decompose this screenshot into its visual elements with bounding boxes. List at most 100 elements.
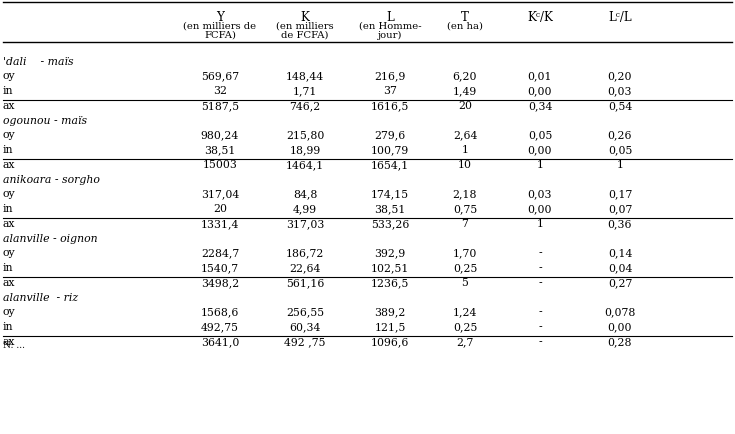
- Text: 492 ,75: 492 ,75: [284, 336, 326, 346]
- Text: ax: ax: [3, 160, 15, 170]
- Text: 5187,5: 5187,5: [201, 101, 239, 111]
- Text: alanville  - riz: alanville - riz: [3, 293, 78, 302]
- Text: 0,26: 0,26: [608, 130, 632, 140]
- Text: 389,2: 389,2: [374, 306, 406, 316]
- Text: 0,25: 0,25: [453, 263, 477, 273]
- Text: 1,49: 1,49: [453, 86, 477, 96]
- Text: -: -: [538, 247, 542, 257]
- Text: 100,79: 100,79: [371, 145, 409, 155]
- Text: in: in: [3, 204, 13, 214]
- Text: 279,6: 279,6: [374, 130, 406, 140]
- Text: 392,9: 392,9: [374, 247, 406, 257]
- Text: 561,16: 561,16: [286, 277, 324, 287]
- Text: 2284,7: 2284,7: [201, 247, 239, 257]
- Text: 38,51: 38,51: [204, 145, 236, 155]
- Text: 7: 7: [462, 218, 468, 228]
- Text: 20: 20: [213, 204, 227, 214]
- Text: 0,20: 0,20: [608, 71, 632, 81]
- Text: 0,25: 0,25: [453, 321, 477, 331]
- Text: 1236,5: 1236,5: [371, 277, 409, 287]
- Text: in: in: [3, 145, 13, 155]
- Text: 0,28: 0,28: [608, 336, 632, 346]
- Text: 0,078: 0,078: [604, 306, 636, 316]
- Text: in: in: [3, 263, 13, 273]
- Text: 1096,6: 1096,6: [371, 336, 409, 346]
- Text: 0,75: 0,75: [453, 204, 477, 214]
- Text: 0,27: 0,27: [608, 277, 632, 287]
- Text: 4,99: 4,99: [293, 204, 317, 214]
- Text: 6,20: 6,20: [453, 71, 477, 81]
- Text: oy: oy: [3, 130, 15, 140]
- Text: jour): jour): [378, 31, 402, 40]
- Text: 0,05: 0,05: [528, 130, 552, 140]
- Text: 0,00: 0,00: [528, 204, 552, 214]
- Text: 1464,1: 1464,1: [286, 160, 324, 170]
- Text: anikoara - sorgho: anikoara - sorgho: [3, 174, 100, 184]
- Text: 0,03: 0,03: [608, 86, 632, 96]
- Text: 215,80: 215,80: [286, 130, 324, 140]
- Text: 746,2: 746,2: [290, 101, 320, 111]
- Text: 10: 10: [458, 160, 472, 170]
- Text: 1331,4: 1331,4: [201, 218, 239, 228]
- Text: (en milliers de: (en milliers de: [184, 22, 257, 31]
- Text: 22,64: 22,64: [290, 263, 320, 273]
- Text: 1: 1: [537, 218, 543, 228]
- Text: 5: 5: [462, 277, 468, 287]
- Text: Kᶜ/K: Kᶜ/K: [527, 11, 553, 24]
- Text: ogounou - maïs: ogounou - maïs: [3, 116, 87, 126]
- Text: alanville - oignon: alanville - oignon: [3, 233, 98, 243]
- Text: 'dali    - maïs: 'dali - maïs: [3, 57, 74, 67]
- Text: 1,71: 1,71: [293, 86, 318, 96]
- Text: 3641,0: 3641,0: [201, 336, 239, 346]
- Text: Lᶜ/L: Lᶜ/L: [608, 11, 632, 24]
- Text: (en ha): (en ha): [447, 22, 483, 31]
- Text: (en Homme-: (en Homme-: [359, 22, 421, 31]
- Text: 38,51: 38,51: [374, 204, 406, 214]
- Text: 18,99: 18,99: [290, 145, 320, 155]
- Text: in: in: [3, 321, 13, 331]
- Text: 37: 37: [383, 86, 397, 96]
- Text: 121,5: 121,5: [374, 321, 406, 331]
- Text: N: ...: N: ...: [3, 340, 25, 349]
- Text: 0,03: 0,03: [528, 188, 552, 198]
- Text: 148,44: 148,44: [286, 71, 324, 81]
- Text: 2,18: 2,18: [453, 188, 477, 198]
- Text: 15003: 15003: [203, 160, 237, 170]
- Text: (en milliers: (en milliers: [276, 22, 334, 31]
- Text: 0,05: 0,05: [608, 145, 632, 155]
- Text: 980,24: 980,24: [201, 130, 239, 140]
- Text: -: -: [538, 321, 542, 331]
- Text: 317,03: 317,03: [286, 218, 324, 228]
- Text: 32: 32: [213, 86, 227, 96]
- Text: 1540,7: 1540,7: [201, 263, 239, 273]
- Text: in: in: [3, 86, 13, 96]
- Text: 1,24: 1,24: [453, 306, 477, 316]
- Text: 0,00: 0,00: [528, 145, 552, 155]
- Text: 2,64: 2,64: [453, 130, 477, 140]
- Text: 0,07: 0,07: [608, 204, 632, 214]
- Text: -: -: [538, 263, 542, 273]
- Text: 0,14: 0,14: [608, 247, 632, 257]
- Text: ax: ax: [3, 218, 15, 228]
- Text: 1568,6: 1568,6: [201, 306, 239, 316]
- Text: 84,8: 84,8: [293, 188, 318, 198]
- Text: ax: ax: [3, 336, 15, 346]
- Text: 1: 1: [617, 160, 623, 170]
- Text: 317,04: 317,04: [201, 188, 239, 198]
- Text: Y: Y: [216, 11, 224, 24]
- Text: FCFA): FCFA): [204, 31, 236, 40]
- Text: 0,34: 0,34: [528, 101, 552, 111]
- Text: 1,70: 1,70: [453, 247, 477, 257]
- Text: 2,7: 2,7: [456, 336, 473, 346]
- Text: -: -: [538, 277, 542, 287]
- Text: 174,15: 174,15: [371, 188, 409, 198]
- Text: oy: oy: [3, 306, 15, 316]
- Text: 0,00: 0,00: [608, 321, 632, 331]
- Text: 0,04: 0,04: [608, 263, 632, 273]
- Text: 569,67: 569,67: [201, 71, 239, 81]
- Text: 256,55: 256,55: [286, 306, 324, 316]
- Text: ax: ax: [3, 277, 15, 287]
- Text: 60,34: 60,34: [290, 321, 320, 331]
- Text: 1654,1: 1654,1: [371, 160, 409, 170]
- Text: 0,36: 0,36: [608, 218, 632, 228]
